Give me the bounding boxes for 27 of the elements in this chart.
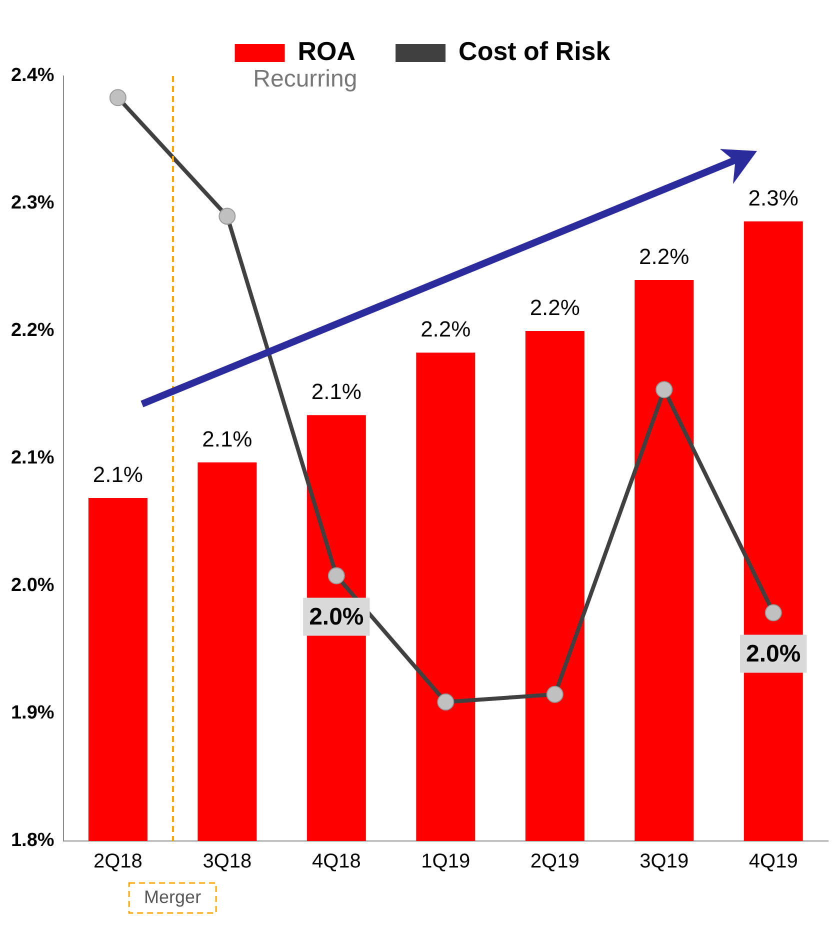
x-tick-label: 4Q18 (312, 850, 361, 873)
data-label: 2.3% (748, 185, 798, 210)
text: Merger (144, 886, 202, 907)
data-label: 2.2% (639, 244, 690, 270)
x-tick-label: 2Q18 (93, 850, 142, 873)
y-tick-label: 1.8% (10, 830, 54, 852)
data-label: 2.0% (746, 640, 801, 668)
data-label: 2.0% (309, 603, 364, 630)
x-tick-label: 1Q19 (421, 850, 470, 873)
x-tick-label: 2Q19 (530, 850, 580, 873)
y-tick-label: 2.2% (10, 320, 54, 342)
data-label: 2.2% (420, 316, 471, 342)
legend-label: ROA (298, 36, 356, 66)
y-tick-label: 1.9% (10, 702, 54, 724)
legend-label: Cost of Risk (458, 36, 611, 66)
annotation: Recurring (253, 66, 358, 93)
data-label: 2.1% (92, 462, 144, 488)
data-label: 2.1% (202, 426, 252, 452)
data-label: 2.1% (311, 379, 362, 404)
data-label: 2.2% (530, 295, 580, 320)
y-tick-label: 2.0% (10, 575, 54, 596)
x-tick-label: 3Q18 (202, 850, 252, 873)
x-tick-label: 4Q19 (748, 850, 798, 873)
y-tick-label: 2.3% (10, 192, 54, 214)
y-tick-label: 2.1% (10, 448, 54, 469)
y-tick-label: 2.4% (10, 65, 54, 86)
x-tick-label: 3Q19 (640, 850, 689, 873)
